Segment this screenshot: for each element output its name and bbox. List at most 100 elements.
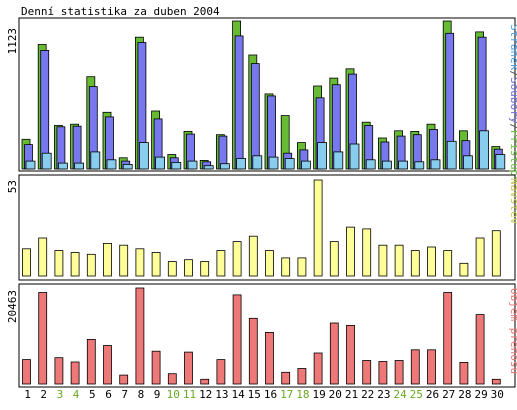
bar-hits-str-nek-day-15 (252, 155, 263, 170)
bar-hits-str-nek-day-11 (187, 160, 198, 170)
bar-visits-day-26 (427, 246, 436, 277)
series-label-part: / (508, 123, 517, 130)
panel-visits-ymax-label: 53 (6, 180, 19, 193)
bar-transfer-day-11 (184, 351, 193, 385)
x-tick-label: 12 (199, 388, 212, 401)
x-tick-label: 13 (215, 388, 228, 401)
bar-transfer-day-9 (151, 350, 161, 385)
x-tick-label: 1 (24, 388, 31, 401)
series-label-part: Přístupů (508, 130, 517, 183)
x-tick-label: 4 (73, 388, 80, 401)
bar-transfer-day-14 (232, 294, 242, 385)
bar-transfer-day-6 (103, 345, 112, 385)
x-tick-label: 5 (89, 388, 96, 401)
x-tick-label: 25 (410, 388, 423, 401)
bar-visits-day-8 (135, 248, 145, 277)
panel-transfer-ymax-label: 20463 (6, 290, 19, 323)
bar-hits-str-nek-day-21 (349, 143, 360, 170)
bar-visits-day-10 (167, 261, 177, 277)
bar-hits-soubory-day-15 (250, 63, 260, 170)
bar-visits-day-27 (443, 250, 453, 277)
bar-hits-soubory-day-4 (72, 125, 82, 170)
bar-transfer-day-8 (135, 287, 145, 385)
bar-visits-day-13 (216, 250, 226, 277)
bar-transfer-day-2 (38, 292, 48, 385)
bar-visits-day-2 (38, 237, 48, 277)
bar-visits-day-30 (491, 230, 501, 277)
bar-visits-day-9 (151, 252, 161, 277)
x-tick-label: 23 (377, 388, 390, 401)
bar-hits-soubory-day-3 (56, 126, 66, 170)
bar-transfer-day-30 (491, 378, 501, 385)
bar-hits-str-nek-day-27 (446, 140, 457, 170)
x-tick-label: 18 (296, 388, 309, 401)
bar-transfer-day-29 (475, 314, 485, 385)
bar-hits-str-nek-day-24 (398, 160, 409, 170)
x-tick-label: 27 (442, 388, 455, 401)
panel-visits-series-label: Návštěv (508, 178, 517, 225)
x-tick-label: 22 (361, 388, 374, 401)
bar-visits-day-14 (232, 241, 242, 277)
bar-hits-str-nek-day-17 (284, 158, 295, 170)
series-label-part: Stránek (508, 24, 517, 71)
x-axis-day-labels: 1 2 3 4 5 6 7 8 9 10 11 12 13 14 15 16 17 18 19 20 21 22 23 24 2… (24, 388, 504, 401)
bar-transfer-day-12 (200, 378, 210, 385)
x-tick-label: 9 (154, 388, 161, 401)
bar-visits-day-19 (313, 179, 323, 277)
bar-visits-day-1 (22, 248, 31, 277)
panel-visits-bars (22, 179, 501, 277)
bar-transfer-day-28 (459, 361, 469, 385)
bar-visits-day-20 (329, 241, 339, 277)
bar-transfer-day-22 (362, 360, 372, 385)
bar-transfer-day-10 (167, 373, 177, 385)
bar-visits-day-29 (475, 237, 485, 277)
bar-hits-str-nek-day-12 (203, 165, 214, 170)
bar-visits-day-12 (200, 261, 210, 277)
bar-hits-str-nek-day-20 (333, 151, 344, 170)
bar-visits-day-21 (346, 226, 355, 277)
bar-transfer-day-7 (119, 374, 129, 385)
bar-hits-str-nek-day-3 (58, 162, 68, 170)
x-tick-label: 24 (393, 388, 407, 401)
x-tick-label: 6 (105, 388, 112, 401)
panel-hits-series-label: Stránek/Soubory/Přístupů (508, 24, 517, 183)
bar-hits-str-nek-day-5 (90, 151, 101, 170)
x-tick-label: 20 (329, 388, 342, 401)
bar-hits-str-nek-day-1 (25, 160, 36, 170)
bar-transfer-day-16 (265, 331, 274, 385)
bar-hits-str-nek-day-29 (479, 130, 490, 170)
x-tick-label: 10 (167, 388, 180, 401)
series-label-part: Objem přenosu (508, 288, 517, 374)
panel-hits: 1123 Stránek/Soubory/Přístupů (6, 17, 517, 183)
bar-transfer-day-20 (329, 322, 339, 385)
x-tick-label: 3 (57, 388, 64, 401)
bar-hits-str-nek-day-23 (381, 160, 392, 170)
bar-hits-str-nek-day-10 (171, 161, 182, 170)
panel-transfer-series-label: Objem přenosu (508, 288, 517, 374)
bar-transfer-day-27 (443, 292, 453, 385)
bar-hits-str-nek-day-9 (155, 156, 166, 170)
x-tick-label: 28 (458, 388, 471, 401)
bar-visits-day-23 (378, 244, 388, 277)
series-label-part: Soubory (508, 77, 517, 124)
bar-hits-str-nek-day-30 (495, 154, 506, 170)
bar-visits-day-16 (265, 250, 274, 277)
bar-visits-day-24 (394, 244, 404, 277)
x-tick-label: 11 (183, 388, 196, 401)
bar-visits-day-6 (103, 242, 112, 277)
bar-visits-day-25 (410, 250, 420, 277)
bar-visits-day-11 (184, 259, 193, 277)
bar-transfer-day-21 (346, 324, 355, 385)
bar-transfer-day-26 (427, 349, 436, 385)
x-tick-label: 29 (474, 388, 487, 401)
bar-hits-str-nek-day-26 (430, 159, 441, 170)
bar-transfer-day-3 (54, 357, 64, 385)
chart-title: Denní statistika za duben 2004 (21, 5, 220, 18)
panel-hits-bars (21, 20, 506, 170)
bar-hits-str-nek-day-16 (268, 156, 279, 170)
bar-hits-str-nek-day-6 (106, 159, 117, 170)
bar-visits-day-3 (54, 250, 64, 277)
bar-visits-day-15 (248, 235, 258, 277)
